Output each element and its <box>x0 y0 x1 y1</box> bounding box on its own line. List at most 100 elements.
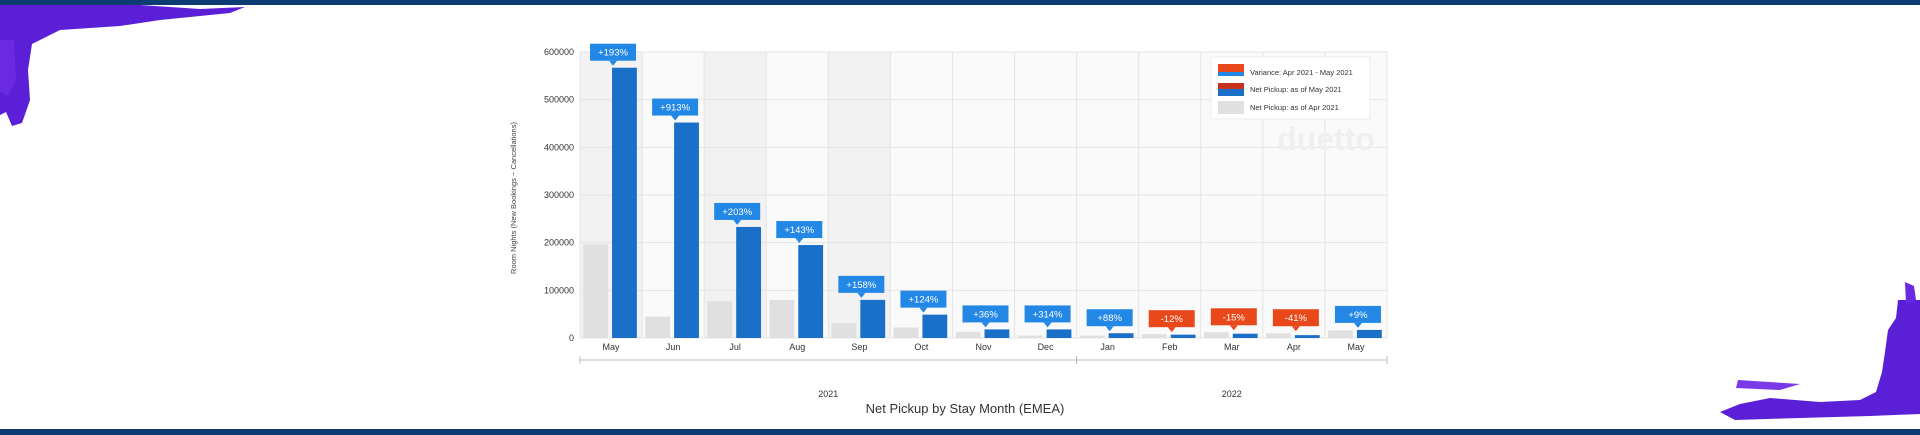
variance-badge-positive <box>962 305 1009 323</box>
legend-label: Net Pickup: as of May 2021 <box>1250 85 1342 94</box>
grid-lines <box>579 51 1388 339</box>
bar-prior-apr-2021 <box>1017 335 1043 338</box>
x-tick-label: Jan <box>1100 342 1115 352</box>
variance-badge-positive <box>590 43 637 61</box>
variance-label: +36% <box>973 309 998 320</box>
legend-label: Variance: Apr 2021 - May 2021 <box>1250 68 1353 77</box>
top-frame-border <box>0 0 1920 5</box>
x-tick-label: Sep <box>851 342 867 352</box>
x-tick-label: Dec <box>1038 342 1055 352</box>
variance-badge-pointer <box>609 60 618 66</box>
variance-badge-pointer <box>1105 326 1114 332</box>
x-tick-label: Oct <box>914 342 929 352</box>
variance-label: -12% <box>1161 314 1184 325</box>
bar-prior-apr-2021 <box>1079 335 1105 338</box>
bar-prior-apr-2021 <box>1266 333 1291 338</box>
variance-label: -41% <box>1285 313 1308 324</box>
bar-prior-apr-2021 <box>831 323 857 338</box>
variance-label: +124% <box>908 295 938 306</box>
variance-badge-positive <box>900 290 947 308</box>
variance-badge-pointer <box>1353 322 1362 328</box>
bar-prior-apr-2021 <box>707 301 733 338</box>
bar-prior-apr-2021 <box>645 316 671 338</box>
bar-prior-apr-2021 <box>1328 330 1353 338</box>
bar-current-may-2021 <box>736 226 762 338</box>
y-axis: 0 100000 200000 300000 400000 500000 600000 <box>544 47 574 343</box>
bar-current-may-2021 <box>674 122 699 339</box>
variance-badge-pointer <box>795 238 804 244</box>
variance-badge-positive <box>1334 305 1381 323</box>
legend-swatch-current <box>1218 89 1244 96</box>
legend-swatch-prior <box>1218 101 1244 114</box>
y-axis-label: Room Nights (New Bookings − Cancellation… <box>509 122 518 274</box>
x-tick-label: May <box>1347 342 1365 352</box>
bar-current-may-2021 <box>984 329 1010 338</box>
x-tick-label: Mar <box>1224 342 1240 352</box>
variance-badge-positive <box>1086 309 1133 327</box>
legend-swatch-variance <box>1218 72 1244 76</box>
bar-prior-apr-2021 <box>893 327 919 338</box>
variance-label: +193% <box>598 48 628 59</box>
variance-label: -15% <box>1223 312 1246 323</box>
bar-current-may-2021 <box>1294 335 1320 338</box>
bar-current-may-2021 <box>1046 329 1072 338</box>
y-tick-label: 400000 <box>544 142 574 152</box>
duetto-watermark: duetto <box>1277 121 1375 157</box>
variance-labels: +193% +913% +203% +143% +158% +124% +36% +314% +… <box>590 43 1381 333</box>
bar-current-may-2021 <box>1232 333 1258 338</box>
bar-prior-apr-2021 <box>1203 332 1229 338</box>
variance-label: +203% <box>722 207 752 218</box>
x-axis: May Jun Jul Aug Sep Oct Nov Dec Jan Feb Mar Apr May 2… <box>579 342 1388 399</box>
legend-swatch-variance <box>1218 64 1244 72</box>
bar-current-may-2021 <box>922 314 948 338</box>
bar-current-may-2021 <box>1356 329 1382 338</box>
variance-badge-pointer <box>733 219 742 225</box>
bar-current-may-2021 <box>860 299 886 338</box>
y-tick-label: 200000 <box>544 238 574 248</box>
x-tick-label: Jun <box>666 342 681 352</box>
bar-current-may-2021 <box>1108 333 1134 338</box>
y-tick-label: 0 <box>569 333 574 343</box>
variance-badge-positive <box>1024 305 1071 323</box>
x-tick-label: Feb <box>1162 342 1178 352</box>
x-tick-label: Nov <box>975 342 992 352</box>
legend: Variance: Apr 2021 - May 2021 Net Pickup:… <box>1210 56 1371 120</box>
variance-badge-positive <box>838 275 885 293</box>
variance-label: +9% <box>1348 310 1368 321</box>
bar-prior-apr-2021 <box>769 299 795 338</box>
legend-swatch-current <box>1218 83 1244 89</box>
bar-prior-apr-2021 <box>583 244 609 338</box>
variance-badge-pointer <box>1291 326 1300 332</box>
bar-current-may-2021 <box>798 245 824 338</box>
variance-badge-negative <box>1272 309 1319 327</box>
bar-prior-apr-2021 <box>955 331 981 338</box>
variance-label: +158% <box>846 280 876 291</box>
variance-label: +913% <box>660 103 690 114</box>
variance-badge-positive <box>714 202 761 220</box>
y-tick-label: 100000 <box>544 285 574 295</box>
chart-title: Net Pickup by Stay Month (EMEA) <box>866 401 1065 416</box>
year-group-label: 2021 <box>818 389 838 399</box>
legend-label: Net Pickup: as of Apr 2021 <box>1250 103 1339 112</box>
variance-label: +314% <box>1033 309 1063 320</box>
x-tick-label: Apr <box>1287 342 1301 352</box>
y-tick-label: 600000 <box>544 47 574 57</box>
bottom-frame-border <box>0 429 1920 435</box>
x-tick-label: Jul <box>729 342 741 352</box>
bar-marks <box>583 67 1382 339</box>
bar-prior-apr-2021 <box>1141 334 1167 338</box>
variance-badge-pointer <box>671 115 680 121</box>
variance-badge-pointer <box>981 322 990 328</box>
variance-badge-pointer <box>1043 322 1052 328</box>
y-tick-label: 300000 <box>544 190 574 200</box>
variance-badge-pointer <box>1229 325 1238 331</box>
variance-label: +143% <box>784 225 814 236</box>
variance-badge-negative <box>1148 310 1195 328</box>
year-group-label: 2022 <box>1222 389 1242 399</box>
variance-badge-positive <box>776 221 823 239</box>
variance-label: +88% <box>1097 313 1122 324</box>
variance-badge-pointer <box>1167 327 1176 333</box>
